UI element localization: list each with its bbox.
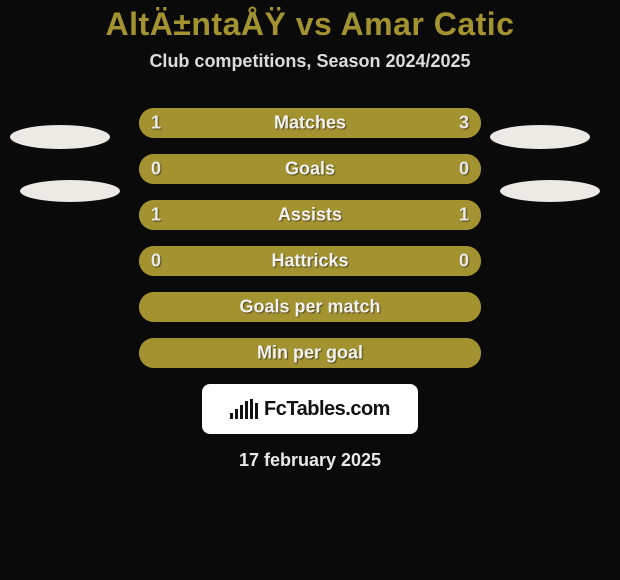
subtitle: Club competitions, Season 2024/2025 — [0, 51, 620, 72]
stat-row: 00Hattricks — [139, 246, 481, 276]
comparison-chart: 13Matches 00Goals 11Assists 00Hattricks Goal… — [0, 108, 620, 368]
stat-label: Goals — [139, 159, 481, 180]
stat-row: Goals per match — [139, 292, 481, 322]
stat-row: 11Assists — [139, 200, 481, 230]
stat-row: Min per goal — [139, 338, 481, 368]
stat-label: Min per goal — [139, 343, 481, 364]
stat-label: Matches — [139, 113, 481, 134]
fctables-logo: FcTables.com — [202, 384, 418, 434]
stat-label: Hattricks — [139, 251, 481, 272]
stat-label: Assists — [139, 205, 481, 226]
stat-label: Goals per match — [139, 297, 481, 318]
logo-text: FcTables.com — [264, 398, 390, 421]
stat-row: 00Goals — [139, 154, 481, 184]
stat-row: 13Matches — [139, 108, 481, 138]
bar-chart-icon — [230, 399, 258, 419]
footer-date: 17 february 2025 — [0, 450, 620, 471]
page: AltÄ±ntaÅŸ vs Amar Catic Club competitio… — [0, 0, 620, 580]
page-title: AltÄ±ntaÅŸ vs Amar Catic — [0, 0, 620, 43]
